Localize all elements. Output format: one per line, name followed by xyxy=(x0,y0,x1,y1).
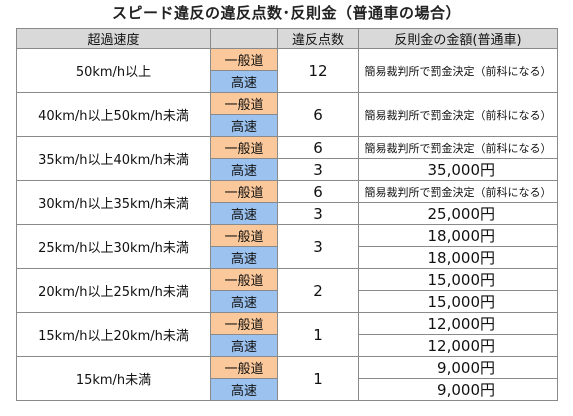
road-type-general: 一般道 xyxy=(210,224,278,247)
road-type-general: 一般道 xyxy=(210,312,278,335)
table-row: 35km/h以上40km/h未満 一般道 6 簡易裁判所で罰金決定（前科になる） xyxy=(16,136,558,181)
table-row: 高速 3 25,000円 xyxy=(17,202,558,225)
road-type-highway: 高速 xyxy=(210,70,278,93)
fine-amount: 12,000円 xyxy=(427,337,496,355)
fine-amount: 18,000円 xyxy=(427,227,496,245)
header-road-type xyxy=(210,28,278,49)
road-type-highway: 高速 xyxy=(210,334,278,357)
road-type-highway: 高速 xyxy=(210,246,278,269)
fine-amount: 25,000円 xyxy=(427,205,496,223)
points-cell: 3 xyxy=(277,158,359,181)
speeding-fines-table: 超過速度 違反点数 反則金の金額(普通車) 50km/h以上 一般道 12 簡易裁判所… xyxy=(16,28,558,401)
fine-cell: 12,000円 xyxy=(358,334,558,357)
points-cell: 1 xyxy=(277,356,359,401)
page-title: スピード違反の違反点数･反則金（普通車の場合） xyxy=(111,4,461,22)
table-row: 40km/h以上50km/h未満 一般道 6 簡易裁判所で罰金決定（前科になる） xyxy=(16,92,558,137)
road-type-general: 一般道 xyxy=(210,48,278,71)
fine-cell: 35,000円 xyxy=(358,158,558,181)
header-points: 違反点数 xyxy=(277,28,359,49)
points-cell: 6 xyxy=(277,180,359,203)
table-row: 高速 xyxy=(17,70,558,93)
table-row: 15km/h未満 一般道 1 9,000円 xyxy=(16,356,558,401)
speed-range-cell: 40km/h以上50km/h未満 xyxy=(16,92,211,137)
fine-cell: 18,000円 xyxy=(358,246,558,269)
points-cell: 1 xyxy=(277,312,359,357)
fine-cell: 9,000円 xyxy=(358,378,558,401)
road-type-highway: 高速 xyxy=(210,114,278,137)
road-type-general: 一般道 xyxy=(210,92,278,115)
table-row: 高速 12,000円 xyxy=(17,334,558,357)
road-type-general: 一般道 xyxy=(210,180,278,203)
table-row: 高速 xyxy=(17,114,558,137)
speed-range-cell: 30km/h以上35km/h未満 xyxy=(16,180,211,225)
speed-range-cell: 20km/h以上25km/h未満 xyxy=(16,268,211,313)
road-type-highway: 高速 xyxy=(210,290,278,313)
table-row: 20km/h以上25km/h未満 一般道 2 15,000円 xyxy=(16,268,558,313)
fine-amount: 15,000円 xyxy=(427,271,496,289)
table-row: 高速 15,000円 xyxy=(17,290,558,313)
fine-cell: 15,000円 xyxy=(358,290,558,313)
points-cell: 3 xyxy=(277,202,359,225)
fine-cell: 簡易裁判所で罰金決定（前科になる） xyxy=(358,92,558,137)
table-row: 高速 3 35,000円 xyxy=(17,158,558,181)
road-type-general: 一般道 xyxy=(210,268,278,291)
fine-cell: 12,000円 xyxy=(358,312,558,335)
fine-amount: 15,000円 xyxy=(427,293,496,311)
table-row: 15km/h以上20km/h未満 一般道 1 12,000円 xyxy=(16,312,558,357)
road-type-general: 一般道 xyxy=(210,356,278,379)
fine-amount: 9,000円 xyxy=(437,359,495,377)
table-row: 50km/h以上 一般道 12 簡易裁判所で罰金決定（前科になる） xyxy=(16,48,558,93)
fine-amount: 18,000円 xyxy=(427,249,496,267)
header-fine: 反則金の金額(普通車) xyxy=(358,28,558,49)
speed-range-cell: 15km/h以上20km/h未満 xyxy=(16,312,211,357)
fine-cell: 簡易裁判所で罰金決定（前科になる） xyxy=(358,136,558,159)
speed-range-cell: 15km/h未満 xyxy=(16,356,211,401)
points-cell: 6 xyxy=(277,136,359,159)
fine-cell: 15,000円 xyxy=(358,268,558,291)
fine-amount: 35,000円 xyxy=(427,161,496,179)
fine-amount: 12,000円 xyxy=(427,315,496,333)
fine-amount: 9,000円 xyxy=(437,381,495,399)
speed-range-cell: 35km/h以上40km/h未満 xyxy=(16,136,211,181)
table-header-row: 超過速度 違反点数 反則金の金額(普通車) xyxy=(16,28,558,49)
table-row: 高速 9,000円 xyxy=(17,378,558,401)
fine-cell: 18,000円 xyxy=(358,224,558,247)
points-cell: 3 xyxy=(277,224,359,269)
table-row: 30km/h以上35km/h未満 一般道 6 簡易裁判所で罰金決定（前科になる） xyxy=(16,180,558,225)
points-cell: 2 xyxy=(277,268,359,313)
speed-range-cell: 50km/h以上 xyxy=(16,48,211,93)
table-row: 25km/h以上30km/h未満 一般道 3 18,000円 xyxy=(16,224,558,269)
fine-cell: 簡易裁判所で罰金決定（前科になる） xyxy=(358,180,558,203)
road-type-general: 一般道 xyxy=(210,136,278,159)
fine-cell: 簡易裁判所で罰金決定（前科になる） xyxy=(358,48,558,93)
fine-cell: 9,000円 xyxy=(358,356,558,379)
road-type-highway: 高速 xyxy=(210,202,278,225)
points-cell: 12 xyxy=(277,48,359,93)
table-row: 高速 18,000円 xyxy=(17,246,558,269)
header-speed: 超過速度 xyxy=(16,28,211,49)
points-cell: 6 xyxy=(277,92,359,137)
road-type-highway: 高速 xyxy=(210,378,278,401)
speed-range-cell: 25km/h以上30km/h未満 xyxy=(16,224,211,269)
road-type-highway: 高速 xyxy=(210,158,278,181)
fine-cell: 25,000円 xyxy=(358,202,558,225)
